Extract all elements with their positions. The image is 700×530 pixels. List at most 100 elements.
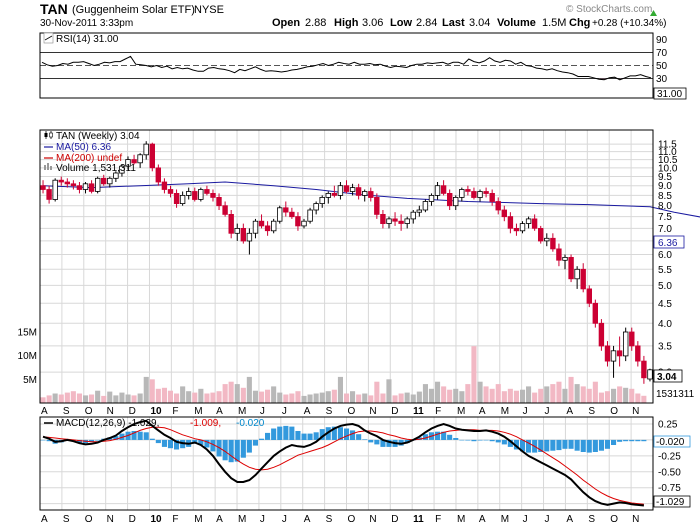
candle-body — [513, 227, 520, 232]
chart-header: TAN (Guggenheim Solar ETF) NYSE © StockC… — [40, 1, 667, 29]
price-candle — [604, 341, 611, 367]
volume-bar — [149, 379, 155, 403]
volume-bar — [167, 390, 173, 403]
price-candle — [598, 319, 605, 351]
rsi-legend: RSI(14) 31.00 — [43, 32, 119, 45]
candle-body — [234, 227, 240, 234]
price-candle — [46, 185, 52, 204]
quote-volume-label: Volume — [497, 17, 536, 29]
price-candle — [179, 191, 186, 206]
price-candle — [216, 193, 222, 210]
candle-body — [283, 207, 289, 213]
quote-low: 2.84 — [416, 17, 437, 29]
price-candle — [531, 214, 538, 231]
price-candles — [40, 141, 653, 384]
macd-month-label: M — [194, 514, 202, 525]
price-candle — [319, 195, 325, 208]
candle-body — [386, 218, 392, 224]
price-month-label: M — [457, 406, 465, 417]
price-tick-label: 11.0 — [658, 147, 677, 158]
volume-bar — [611, 388, 617, 403]
macd-month-label: O — [610, 514, 618, 525]
volume-bar — [344, 393, 350, 403]
volume-bar — [295, 391, 301, 403]
volume-bar — [119, 392, 125, 403]
volume-tick-label: 5M — [23, 375, 37, 386]
price-candle — [501, 205, 507, 222]
price-month-label: O — [85, 406, 93, 417]
histogram-bar — [507, 439, 513, 447]
price-tick-label: 3.5 — [658, 341, 672, 352]
price-candle — [374, 193, 380, 219]
candle-body — [240, 227, 246, 242]
volume-bar — [544, 386, 550, 403]
candle-body — [143, 143, 149, 156]
candle-body — [422, 201, 429, 211]
price-candle — [76, 182, 83, 194]
volume-bar — [441, 386, 447, 403]
price-candle — [477, 189, 483, 202]
quote-high: 3.06 — [362, 17, 383, 29]
volume-bar — [337, 376, 343, 403]
volume-bar — [501, 391, 507, 403]
histogram-bar — [598, 439, 604, 451]
price-month-label: O — [610, 406, 618, 417]
price-candle — [192, 187, 198, 202]
price-candle — [495, 197, 501, 215]
histogram-bar — [380, 439, 386, 447]
volume-tick-label: 10M — [18, 351, 37, 362]
price-candle — [40, 180, 46, 194]
histogram-bar — [149, 438, 155, 440]
price-month-label: 11 — [413, 406, 424, 417]
price-candle — [58, 176, 64, 186]
volume-bar — [222, 384, 228, 403]
histogram-bar — [362, 439, 368, 440]
legend-volume: Volume 1,531,311 — [56, 163, 136, 174]
price-candle — [398, 214, 404, 231]
candle-body — [101, 177, 107, 185]
histogram-bar — [131, 431, 137, 440]
volume-bar — [125, 394, 131, 403]
histogram-bar — [604, 439, 610, 449]
histogram-bar — [471, 439, 477, 442]
candle-body — [434, 185, 441, 196]
macd-tick-label: -0.75 — [658, 483, 681, 494]
histogram-bar — [441, 431, 447, 440]
macd-month-label: M — [238, 514, 246, 525]
price-candle — [119, 164, 125, 177]
price-month-label: A — [479, 406, 486, 417]
volume-bar — [198, 388, 204, 403]
histogram-bar — [501, 439, 507, 445]
price-candle — [289, 207, 295, 219]
price-candle — [258, 214, 265, 229]
rsi-tick-label: 70 — [656, 48, 668, 59]
histogram-bar — [435, 431, 441, 440]
macd-signal-line — [42, 426, 644, 505]
price-candle — [246, 228, 253, 255]
volume-bar — [538, 388, 544, 403]
price-candle — [483, 187, 489, 198]
histogram-bar — [313, 432, 319, 440]
histogram-bar — [277, 426, 283, 440]
price-candle — [307, 207, 313, 224]
price-tick-label: 10.0 — [658, 163, 678, 174]
volume-bar — [532, 392, 538, 403]
rsi-tick-label: 90 — [656, 35, 668, 46]
volume-bar — [307, 394, 313, 403]
candle-body — [440, 185, 447, 194]
candle-body — [252, 220, 259, 234]
price-candle — [556, 243, 562, 267]
histogram-bar — [586, 439, 592, 453]
price-candle — [276, 205, 283, 224]
price-candle — [380, 210, 386, 229]
candle-body — [355, 187, 362, 196]
macd-month-label: 10 — [150, 514, 162, 525]
legend-signal: -1.009, — [190, 418, 221, 429]
quote-date: 30-Nov-2011 3:33pm — [40, 18, 133, 29]
volume-bar — [556, 381, 562, 403]
volume-bar — [568, 376, 574, 403]
volume-bar — [635, 393, 641, 403]
macd-month-label: A — [479, 514, 486, 525]
candle-body — [489, 192, 495, 202]
histogram-bar — [331, 426, 337, 440]
